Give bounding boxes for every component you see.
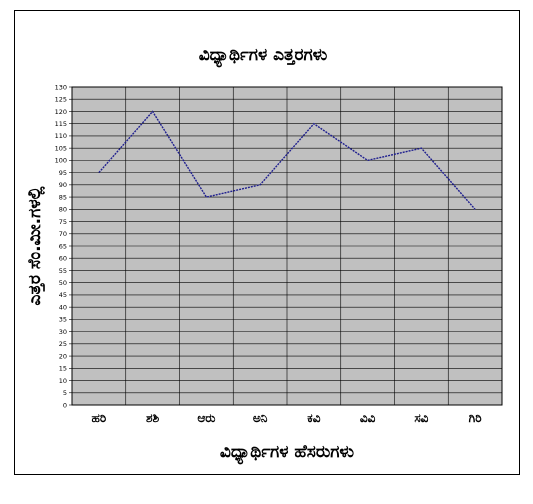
y-axis-label: ಎತ್ತರ ಸೆಂ.ಮೀ.ಗಳಲ್ಲಿ bbox=[25, 186, 46, 306]
y-tick-label: 110 bbox=[55, 132, 67, 140]
x-axis-ticks: ಹರಿ ಶಶಿ ಆರು ಅನಿ ಕವಿ ವಿವಿ ಸವಿ ಗಿರಿ bbox=[92, 411, 483, 425]
y-tick-label: 125 bbox=[55, 96, 67, 104]
y-tick-label: 25 bbox=[59, 340, 67, 348]
y-tick-label: 5 bbox=[63, 389, 67, 397]
y-tick-label: 100 bbox=[55, 157, 67, 165]
x-tick-label: ಅನಿ bbox=[253, 411, 268, 425]
x-tick-label: ಕವಿ bbox=[307, 411, 320, 425]
y-tick-label: 105 bbox=[55, 144, 67, 152]
y-tick-label: 70 bbox=[59, 230, 67, 238]
y-tick-label: 90 bbox=[59, 181, 67, 189]
x-tick-label: ಹರಿ bbox=[92, 411, 107, 425]
y-tick-label: 55 bbox=[59, 267, 67, 275]
y-tick-label: 50 bbox=[59, 279, 67, 287]
x-tick-label: ಆರು bbox=[197, 411, 215, 425]
y-tick-label: 95 bbox=[59, 169, 67, 177]
y-tick-label: 60 bbox=[59, 255, 67, 263]
y-tick-label: 45 bbox=[59, 291, 67, 299]
x-tick-label: ಶಶಿ bbox=[146, 411, 160, 425]
y-tick-label: 40 bbox=[59, 303, 67, 311]
y-tick-label: 35 bbox=[59, 316, 67, 324]
y-tick-label: 80 bbox=[59, 206, 67, 214]
x-tick-label: ವಿವಿ bbox=[360, 411, 376, 425]
y-tick-label: 85 bbox=[59, 193, 67, 201]
y-tick-label: 65 bbox=[59, 242, 67, 250]
y-axis-ticks: 0 5 10 15 20 25 30 35 40 45 50 55 60 65 70 75 80 85 90 95 10… bbox=[55, 83, 72, 409]
y-tick-label: 115 bbox=[55, 120, 67, 128]
y-tick-label: 30 bbox=[59, 328, 67, 336]
y-tick-label: 0 bbox=[63, 401, 67, 409]
y-tick-label: 20 bbox=[59, 352, 67, 360]
y-tick-label: 130 bbox=[55, 83, 67, 91]
chart-title: ವಿಧ್ಯಾರ್ಥಿಗಳ ಎತ್ತರಗಳು bbox=[199, 45, 328, 68]
y-tick-label: 10 bbox=[59, 377, 67, 385]
x-tick-label: ಗಿರಿ bbox=[469, 411, 483, 425]
y-tick-label: 120 bbox=[55, 108, 67, 116]
y-tick-label: 15 bbox=[59, 365, 67, 373]
x-tick-label: ಸವಿ bbox=[414, 411, 428, 425]
y-tick-label: 75 bbox=[59, 218, 67, 226]
x-axis-label: ವಿಧ್ಯಾರ್ಥಿಗಳ ಹೆಸರುಗಳು bbox=[220, 442, 355, 465]
